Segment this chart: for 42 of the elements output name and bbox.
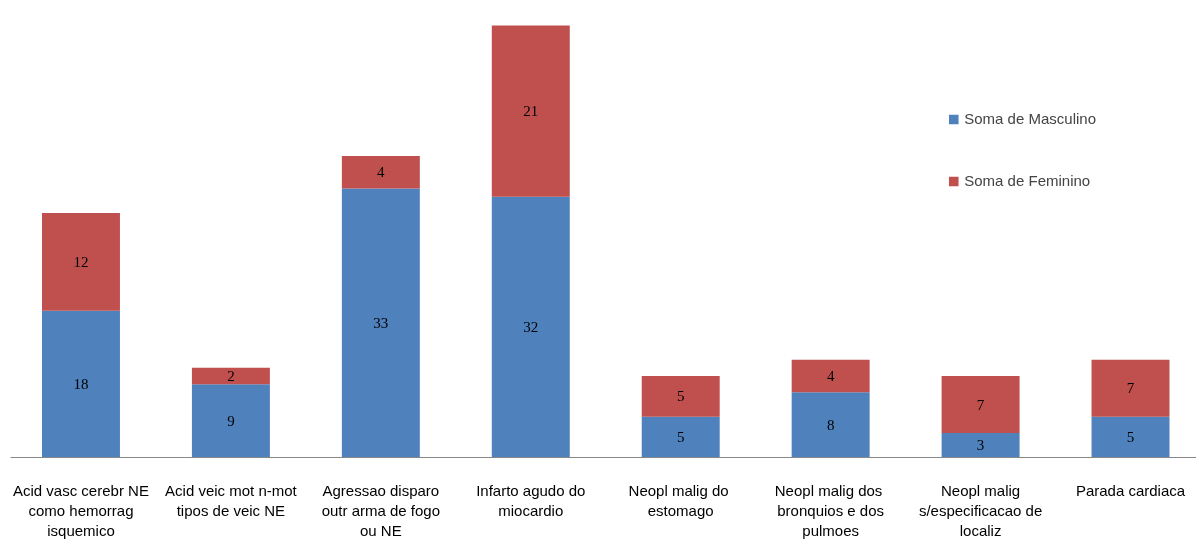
bar bbox=[641, 376, 720, 417]
data-label: 18 bbox=[73, 376, 89, 393]
bar bbox=[941, 376, 1020, 434]
data-label: 5 bbox=[1126, 429, 1135, 446]
bar bbox=[791, 392, 870, 458]
bar bbox=[1091, 416, 1170, 458]
bar bbox=[1091, 359, 1170, 417]
data-label: 21 bbox=[523, 103, 539, 120]
data-label: 5 bbox=[676, 429, 685, 446]
legend-label: Soma de Feminino bbox=[964, 172, 1091, 189]
data-label: 32 bbox=[523, 319, 539, 336]
bar bbox=[491, 25, 570, 197]
bar bbox=[491, 196, 570, 458]
data-label: 9 bbox=[227, 412, 235, 429]
bar bbox=[341, 156, 420, 189]
bar bbox=[191, 384, 270, 458]
x-tick-label: Parada cardiaca bbox=[1075, 481, 1186, 499]
bar bbox=[341, 188, 420, 458]
data-label: 4 bbox=[826, 368, 835, 385]
bar bbox=[41, 310, 120, 458]
x-tick-label: Infarto agudo do miocardio bbox=[476, 481, 586, 519]
data-label: 4 bbox=[377, 164, 386, 181]
legend-label: Soma de Masculino bbox=[964, 110, 1096, 127]
x-tick-label: Neopl malig s/especificacao de localiz bbox=[918, 481, 1043, 540]
data-label: 2 bbox=[227, 368, 235, 385]
x-tick-label: Agressao disparo outr arma de fogo ou NE bbox=[321, 481, 441, 540]
data-label: 7 bbox=[1126, 380, 1135, 397]
data-label: 33 bbox=[373, 315, 389, 332]
bar bbox=[191, 367, 270, 385]
x-tick-label: Acid vasc cerebr NE como hemorrag isquemico bbox=[13, 481, 149, 540]
x-tick-label: Neopl malig dos bronquios e dos pulmoes bbox=[774, 481, 885, 540]
data-label: 12 bbox=[73, 253, 89, 270]
data-label: 5 bbox=[676, 388, 685, 405]
bar bbox=[41, 213, 120, 311]
bar bbox=[641, 416, 720, 458]
data-label: 8 bbox=[826, 416, 835, 433]
data-label: 7 bbox=[976, 396, 985, 413]
bar bbox=[791, 359, 870, 393]
x-tick-label: Acid veic mot n-mot tipos de veic NE bbox=[165, 481, 298, 519]
data-label: 3 bbox=[976, 437, 985, 454]
x-tick-label: Neopl malig do estomago bbox=[628, 481, 729, 519]
bar bbox=[941, 433, 1020, 458]
